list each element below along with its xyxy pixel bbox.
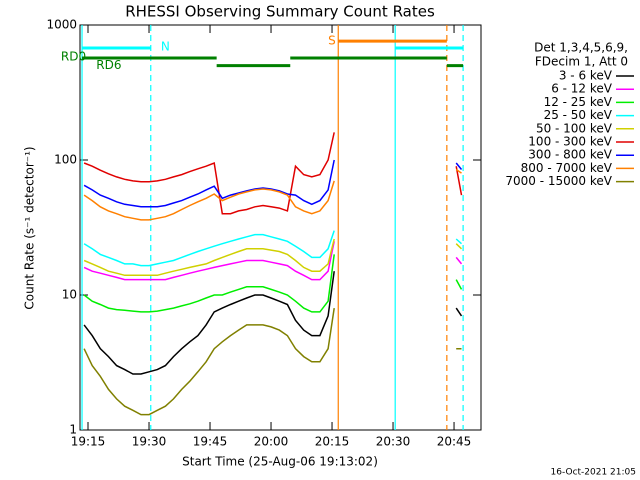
x-tick-label: 20:45 [437,435,472,449]
x-tick-label: 20:15 [315,435,350,449]
y-tick-label: 100 [54,153,77,167]
legend-label: 800 - 7000 keV [521,161,613,175]
legend-label: 6 - 12 keV [551,82,613,96]
plot-frame [79,24,482,431]
legend-header: Det 1,3,4,5,6,9, [534,41,628,55]
legend-label: 3 - 6 keV [559,69,613,83]
y-tick-label: 1 [69,423,77,437]
x-tick-label: 20:30 [376,435,411,449]
series-line [83,271,463,375]
legend-header: FDecim 1, Att 0 [535,55,628,69]
legend-label: 12 - 25 keV [544,95,613,109]
legend-label: 7000 - 15000 keV [505,174,612,188]
annotation: RD6 [96,58,121,72]
legend-label: 50 - 100 keV [536,121,613,135]
series-line [83,230,462,267]
y-tick-label: 10 [62,288,77,302]
series-line [83,241,463,281]
footer: 16-Oct-2021 21:05 [551,468,636,478]
x-tick-label: 19:30 [132,435,167,449]
x-tick-label: 19:45 [193,435,228,449]
series-line [83,132,463,215]
x-tick-label: 19:15 [71,435,106,449]
annotation: RD0 [61,49,86,63]
legend-label: 100 - 300 keV [528,135,612,149]
annotation: S [328,34,336,48]
x-axis-label: Start Time (25-Aug-06 19:13:02) [182,455,378,469]
y-axis-label: Count Rate (s⁻¹ detector⁻¹) [23,146,37,309]
chart-title: RHESSI Observing Summary Count Rates [125,3,435,21]
series-line [83,307,462,416]
legend-label: 300 - 800 keV [528,148,612,162]
y-tick-label: 1000 [46,18,77,32]
x-tick-label: 20:00 [254,435,289,449]
legend-label: 25 - 50 keV [544,108,613,122]
series-line [83,159,463,208]
series-line [83,238,463,277]
annotation: N [161,39,170,53]
series-line [83,168,462,221]
series-line [83,254,463,313]
